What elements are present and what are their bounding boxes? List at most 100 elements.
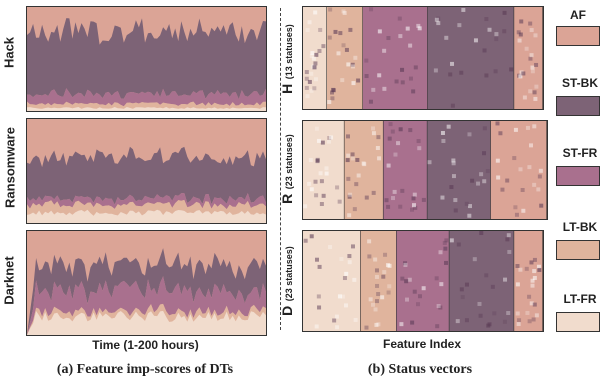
heat-cell [525,310,530,315]
heat-cell [396,141,401,146]
heat-cell [448,72,453,77]
heat-cell [340,78,345,83]
heat-cell [464,318,469,323]
heat-cell [397,16,402,21]
heat-cell [328,245,333,250]
heat-cell [518,74,523,79]
heat-cell [451,161,456,166]
heat-cell [342,276,347,281]
heat-cell [405,26,410,31]
heat-cell [376,135,381,140]
heat-cell [532,124,537,129]
heat-cell [482,126,487,131]
heat-cell [343,303,348,308]
heat-cell [490,284,495,289]
heat-cell [473,38,478,43]
heat-cell [303,204,308,209]
heat-cell [367,239,372,244]
heat-cell [350,156,355,161]
heat-cell [520,187,525,192]
panel-label-hack: Hack [1,36,17,69]
heat-cell [374,268,379,273]
heat-cell [313,179,318,184]
heat-cell [400,80,405,85]
heat-block-lt-bk [344,121,384,219]
heat-cell [330,90,335,95]
heat-cell [387,136,392,141]
heat-cell [450,61,455,66]
heat-cell [364,74,369,79]
area-layer-lt-fr [27,107,266,111]
heat-cell [434,276,439,281]
heat-cell [333,29,338,34]
heat-cell [321,193,326,198]
heat-cell [417,294,422,299]
heat-cell [392,189,397,194]
heat-cell [515,311,520,316]
heat-cell [328,7,333,12]
heat-cell [324,171,329,176]
heat-cell [353,317,358,322]
heat-cell [347,213,352,218]
heat-cell [476,181,481,186]
heat-cell [514,212,519,217]
heatmap-r [302,120,548,220]
heatmap-svg-h [303,7,543,109]
heat-cell [364,58,369,63]
heat-cell [453,208,458,213]
heat-cell [304,76,309,81]
heat-block-lt-bk [360,231,397,331]
heat-cell [375,299,380,304]
heat-cell [346,176,351,181]
heat-cell [453,198,458,203]
heat-cell [479,172,484,177]
heat-cell [383,252,388,257]
heat-cell [347,194,352,199]
heat-cell [417,146,422,151]
heat-cell [309,54,314,59]
heat-cell [513,127,518,132]
heat-cell [507,249,512,254]
heat-cell [412,289,417,294]
heat-cell [530,278,535,283]
heat-cell [317,48,322,53]
heat-cell [382,48,387,53]
heat-cell [517,38,522,43]
heat-cell [318,27,323,32]
heat-cell [534,62,539,67]
heat-cell [332,318,337,323]
heat-cell [534,313,539,318]
area-chart-hack [27,7,266,111]
heat-cell [494,37,499,42]
heat-cell [319,179,324,184]
heat-cell [313,10,318,15]
heat-cell [436,16,441,21]
row-statuses-r: (23 statuses) [284,134,294,190]
area-layer-lt-bk [27,101,266,109]
heat-cell [532,90,537,95]
heat-cell [327,100,332,105]
heat-cell [522,95,527,100]
area-layer-st-fr [27,276,266,335]
area-panel-darknet [26,230,267,336]
legend-swatch-lt-bk [556,240,600,260]
heat-cell [309,187,314,192]
heat-cell [532,302,537,307]
heat-cell [364,195,369,200]
heat-cell [381,274,386,279]
heat-cell [314,324,319,329]
heat-cell [433,68,438,73]
heat-cell [519,19,524,24]
heat-cell [309,234,314,239]
heat-cell [444,238,449,243]
heat-cell [532,257,537,262]
heat-cell [421,286,426,291]
heat-cell [537,174,542,179]
heat-cell [375,283,380,288]
heatmap-svg-r [303,121,547,219]
heat-cell [527,294,532,299]
heat-cell [305,28,310,33]
heat-cell [487,27,492,32]
heat-cell [434,17,439,22]
heat-cell [388,122,393,127]
